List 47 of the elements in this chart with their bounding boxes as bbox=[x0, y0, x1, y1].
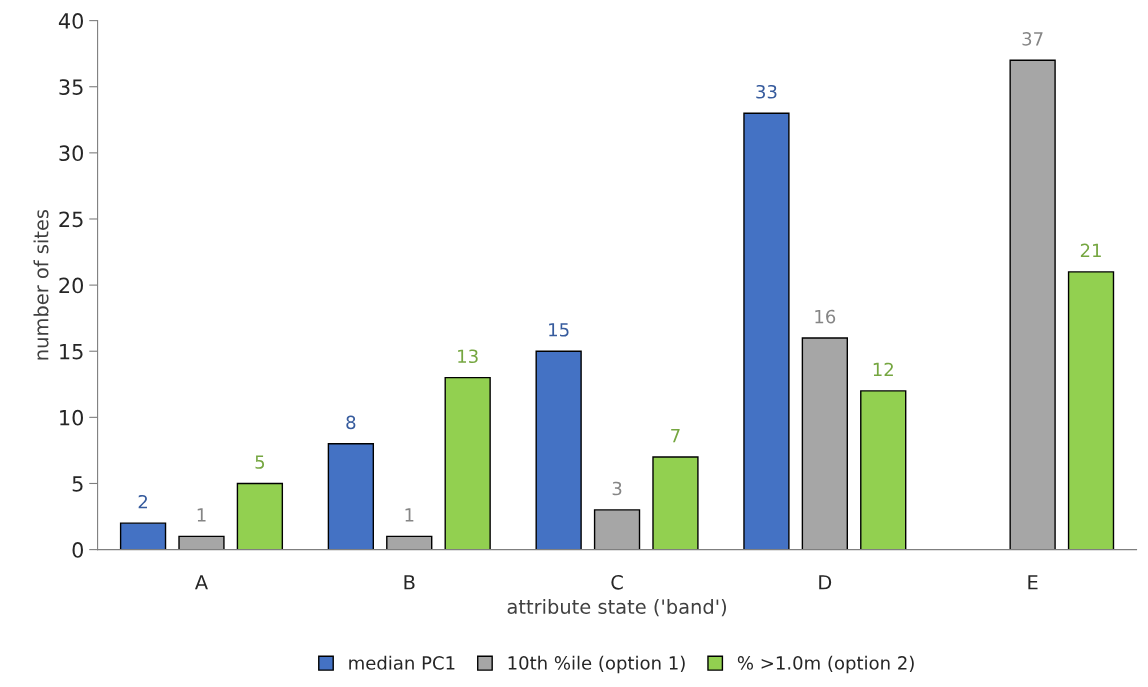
y-tick-label: 35 bbox=[59, 79, 83, 95]
legend-label: median PC1 bbox=[349, 655, 455, 670]
data-label: 5 bbox=[255, 455, 265, 469]
data-label: 13 bbox=[458, 349, 478, 364]
x-tick-label: B bbox=[404, 575, 415, 590]
bar bbox=[1009, 59, 1056, 550]
bar bbox=[801, 337, 848, 550]
x-tick-label: C bbox=[611, 574, 623, 590]
y-axis-title: number of sites bbox=[33, 209, 49, 360]
data-label: 1 bbox=[405, 508, 414, 522]
bar bbox=[178, 535, 225, 550]
data-label: 7 bbox=[671, 429, 680, 443]
data-label: 16 bbox=[815, 309, 836, 324]
x-axis-title: attribute state ('band') bbox=[507, 598, 726, 617]
y-tick-label: 30 bbox=[59, 145, 83, 162]
bar bbox=[327, 443, 375, 550]
legend-label: % >1.0m (option 2) bbox=[737, 655, 914, 674]
bar bbox=[743, 112, 790, 550]
legend-label: 10th %ile (option 1) bbox=[508, 655, 685, 674]
y-tick-label: 10 bbox=[60, 409, 83, 426]
data-label: 12 bbox=[873, 362, 893, 377]
bar bbox=[386, 535, 433, 550]
data-label: 1 bbox=[197, 508, 206, 522]
y-tick-label: 5 bbox=[72, 476, 83, 492]
data-label: 33 bbox=[756, 84, 777, 99]
x-tick-label: E bbox=[1028, 575, 1038, 590]
bar bbox=[593, 509, 641, 550]
x-tick-label: D bbox=[819, 575, 832, 590]
y-tick-label: 20 bbox=[59, 277, 83, 294]
data-label: 3 bbox=[612, 481, 622, 496]
y-tick-label: 0 bbox=[72, 542, 83, 558]
bar bbox=[1067, 271, 1115, 550]
bar bbox=[860, 390, 907, 550]
data-label: 2 bbox=[138, 494, 147, 509]
y-tick-label: 15 bbox=[60, 343, 83, 360]
bar bbox=[236, 482, 284, 550]
y-tick-label: 40 bbox=[58, 13, 83, 29]
bar bbox=[119, 522, 167, 550]
bar bbox=[652, 456, 699, 550]
bar bbox=[444, 376, 491, 550]
data-label: 15 bbox=[549, 323, 569, 337]
bar bbox=[535, 350, 582, 550]
data-label: 8 bbox=[346, 415, 356, 430]
x-tick-label: A bbox=[194, 575, 208, 590]
data-label: 37 bbox=[1022, 32, 1043, 46]
data-label: 21 bbox=[1080, 243, 1101, 258]
y-tick-label: 25 bbox=[59, 211, 83, 228]
